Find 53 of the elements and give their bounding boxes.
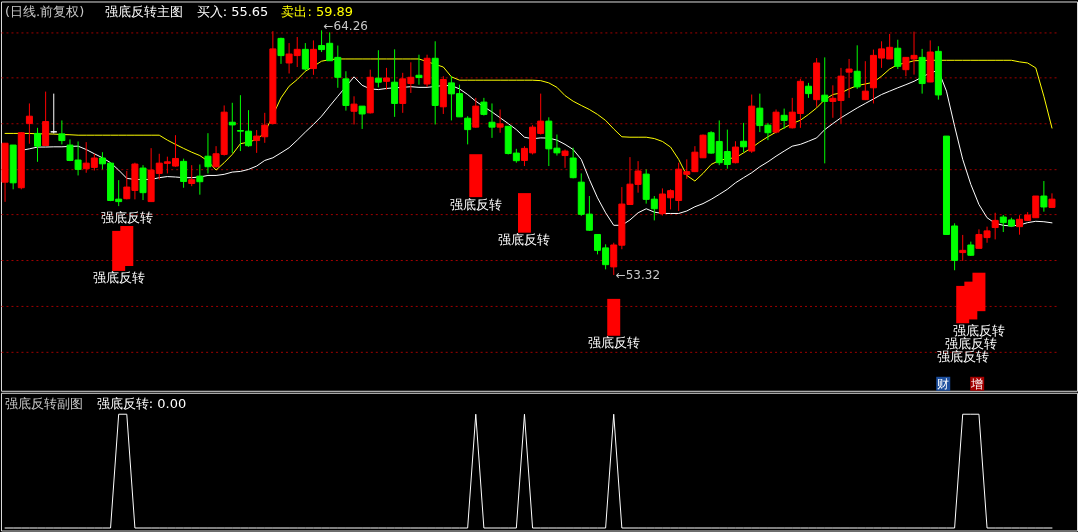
candlestick bbox=[853, 44, 861, 90]
chart-title: (日线.前复权) bbox=[4, 4, 85, 20]
candlestick bbox=[301, 42, 309, 72]
candlestick bbox=[180, 158, 188, 189]
candlestick bbox=[58, 119, 66, 145]
data-label: 强底反转 bbox=[587, 335, 640, 351]
candlestick bbox=[196, 163, 204, 196]
candlestick bbox=[374, 49, 382, 88]
candlestick bbox=[42, 91, 50, 147]
candlestick bbox=[740, 122, 748, 153]
candlestick bbox=[391, 48, 399, 118]
candlestick bbox=[488, 102, 496, 139]
series-label: 强底反转: 0.00 bbox=[96, 395, 187, 411]
candlestick bbox=[894, 39, 902, 70]
candlestick bbox=[959, 234, 967, 262]
data-label: 强底反转 bbox=[952, 322, 1005, 338]
candlestick bbox=[309, 39, 317, 76]
candlestick bbox=[350, 95, 358, 125]
candlestick bbox=[472, 97, 480, 129]
candlestick bbox=[25, 102, 33, 145]
candlestick bbox=[569, 147, 577, 179]
candlestick bbox=[1040, 180, 1048, 213]
candlestick bbox=[464, 115, 472, 145]
candlestick bbox=[277, 37, 285, 65]
candlestick bbox=[188, 164, 196, 187]
bar bbox=[517, 193, 531, 233]
bar bbox=[469, 154, 483, 198]
candlestick bbox=[845, 58, 853, 99]
annotation: 增 bbox=[970, 376, 984, 391]
candlestick bbox=[991, 212, 999, 240]
candlestick bbox=[34, 127, 42, 163]
data-label: 强底反转 bbox=[936, 349, 989, 365]
chart-title: 强底反转副图 bbox=[4, 395, 83, 411]
annotation: ←53.32 bbox=[615, 267, 661, 282]
data-label: 强底反转 bbox=[498, 232, 551, 248]
bar bbox=[607, 298, 621, 336]
candlestick bbox=[496, 108, 504, 134]
candlestick bbox=[415, 54, 423, 86]
data-label: 强底反转 bbox=[449, 196, 502, 212]
data-label: 强底反转 bbox=[100, 209, 153, 225]
candlestick bbox=[821, 56, 829, 164]
candlestick bbox=[780, 108, 788, 130]
candlestick bbox=[383, 67, 390, 91]
candlestick bbox=[204, 132, 212, 174]
candlestick bbox=[861, 60, 869, 101]
annotation: 财 bbox=[937, 376, 950, 391]
candlestick bbox=[228, 102, 236, 154]
candlestick bbox=[358, 105, 366, 130]
text: 买入: 55.65 bbox=[196, 4, 269, 20]
text: 卖出: 59.89 bbox=[281, 4, 354, 20]
data-label: 强底反转 bbox=[92, 270, 145, 286]
chart-subtitle: 强底反转主图 bbox=[104, 4, 183, 20]
annotation: ←64.26 bbox=[323, 19, 368, 34]
